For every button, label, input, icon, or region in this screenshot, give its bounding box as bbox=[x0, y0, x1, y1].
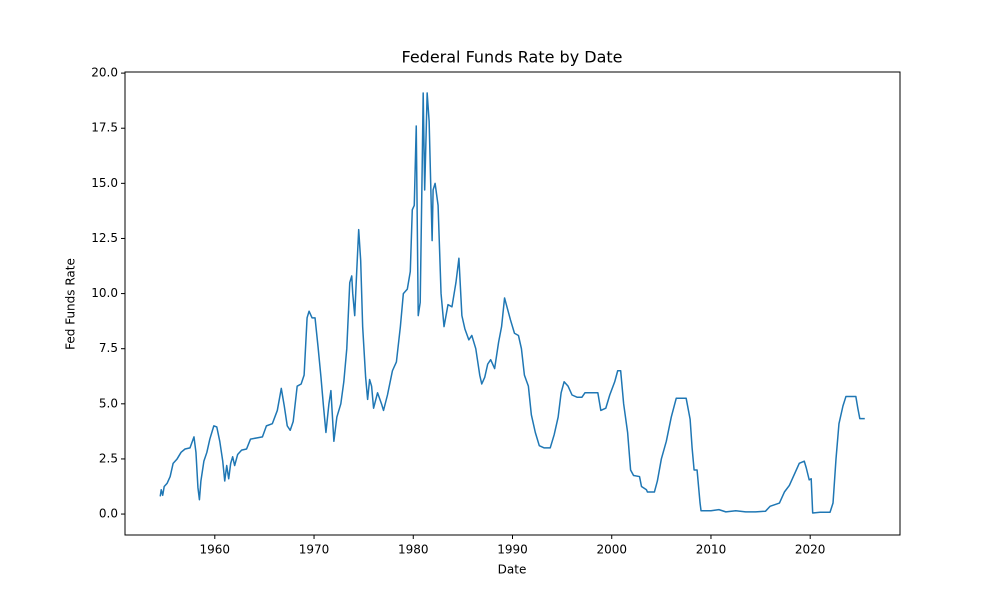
chart-title: Federal Funds Rate by Date bbox=[402, 48, 623, 67]
y-tick-label: 10.0 bbox=[91, 286, 118, 300]
y-tick-label: 12.5 bbox=[91, 231, 118, 245]
x-tick-label: 1970 bbox=[299, 543, 330, 557]
data-line bbox=[159, 92, 865, 514]
y-axis-label: Fed Funds Rate bbox=[64, 258, 78, 350]
y-tick-label: 15.0 bbox=[91, 176, 118, 190]
y-tick-label: 5.0 bbox=[99, 396, 118, 410]
y-tick-label: 7.5 bbox=[99, 341, 118, 355]
y-tick-label: 0.0 bbox=[99, 507, 118, 521]
x-tick-label: 2020 bbox=[795, 543, 826, 557]
x-tick-label: 2000 bbox=[596, 543, 627, 557]
x-axis-label: Date bbox=[498, 563, 527, 577]
x-tick-label: 1960 bbox=[200, 543, 231, 557]
x-tick-label: 1980 bbox=[398, 543, 429, 557]
y-tick-label: 17.5 bbox=[91, 121, 118, 135]
x-tick-label: 1990 bbox=[497, 543, 528, 557]
plot-frame bbox=[124, 71, 901, 536]
y-tick-label: 20.0 bbox=[91, 66, 118, 80]
y-tick-label: 2.5 bbox=[99, 451, 118, 465]
x-tick-label: 2010 bbox=[696, 543, 727, 557]
